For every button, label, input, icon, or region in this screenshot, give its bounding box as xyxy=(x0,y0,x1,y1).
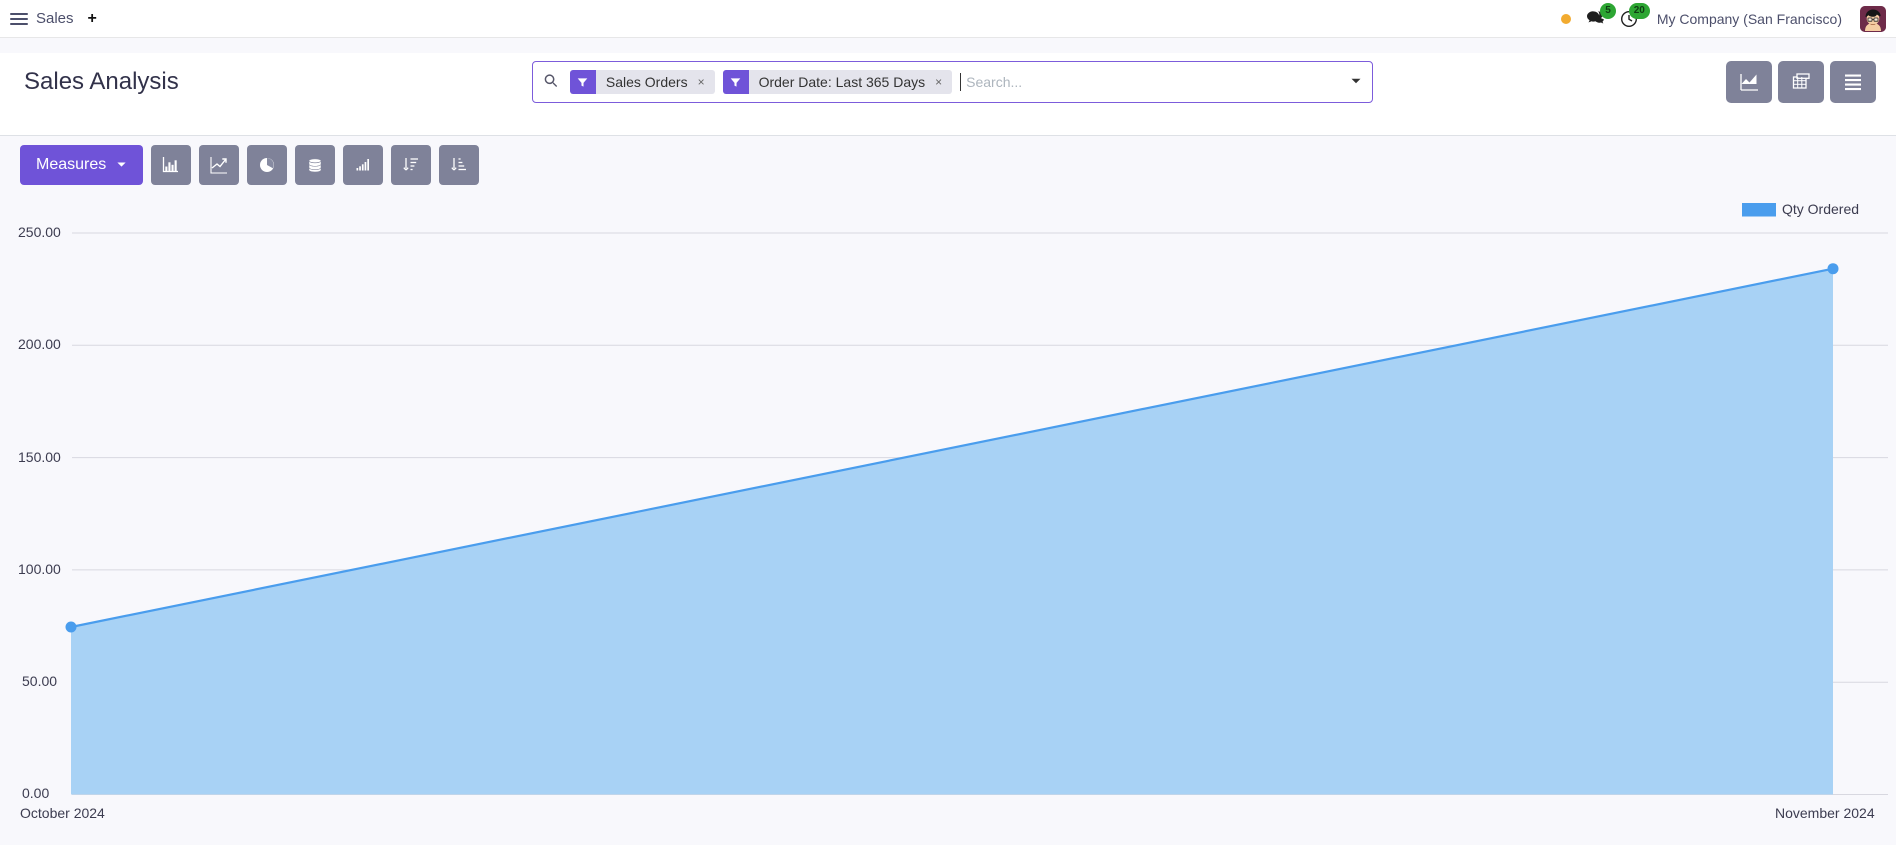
svg-text:Qty Ordered: Qty Ordered xyxy=(1782,201,1859,217)
svg-text:150.00: 150.00 xyxy=(18,449,61,465)
svg-text:100.00: 100.00 xyxy=(18,561,61,577)
svg-text:November 2024: November 2024 xyxy=(1775,805,1875,821)
svg-text:200.00: 200.00 xyxy=(18,336,61,352)
svg-text:50.00: 50.00 xyxy=(22,673,57,689)
svg-text:0.00: 0.00 xyxy=(22,785,49,801)
svg-text:250.00: 250.00 xyxy=(18,224,61,240)
svg-text:October 2024: October 2024 xyxy=(20,805,105,821)
